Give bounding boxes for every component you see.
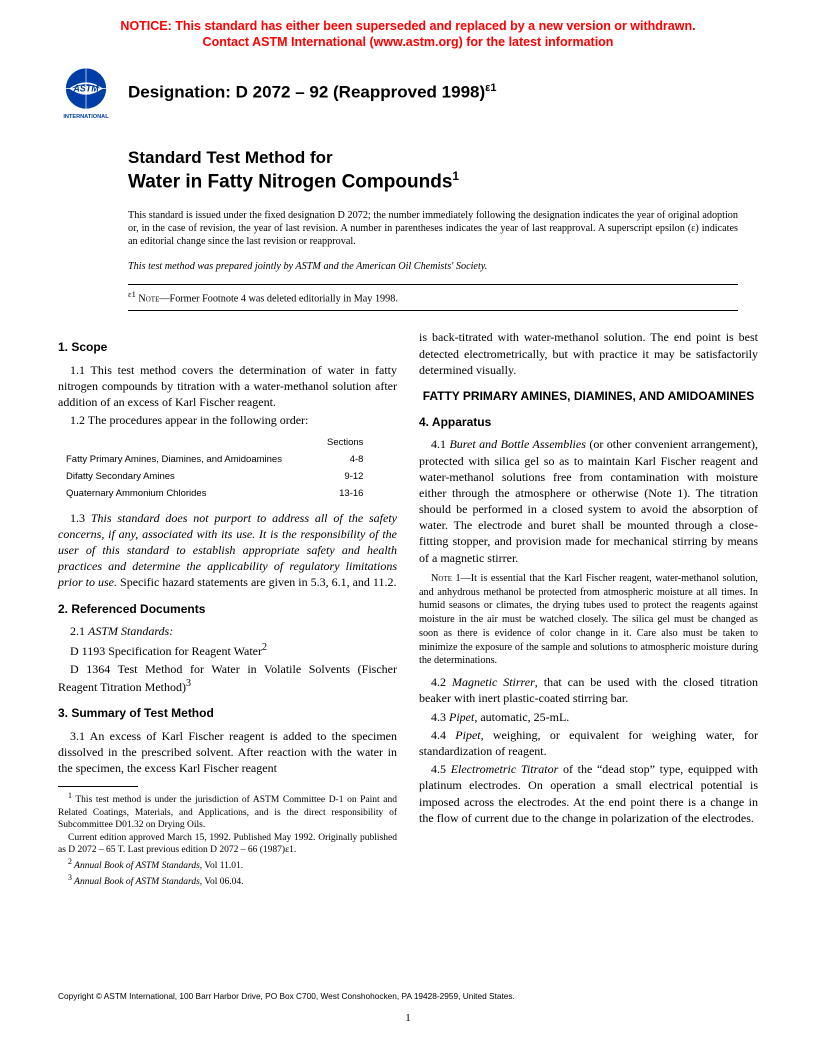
preamble: This standard is issued under the fixed … xyxy=(128,209,738,249)
para-1-1: 1.1 This test method covers the determin… xyxy=(58,362,397,411)
para-2-1: 2.1 ASTM Standards: xyxy=(58,623,397,639)
summary-head: 3. Summary of Test Method xyxy=(58,705,397,721)
para-1-2: 1.2 The procedures appear in the followi… xyxy=(58,412,397,428)
notice-line2: Contact ASTM International (www.astm.org… xyxy=(203,35,614,49)
notice-line1: NOTICE: This standard has either been su… xyxy=(120,19,695,33)
note-1: Note 1—It is essential that the Karl Fis… xyxy=(419,572,758,668)
body-columns: 1. Scope 1.1 This test method covers the… xyxy=(58,329,758,888)
title-line2: Water in Fatty Nitrogen Compounds1 xyxy=(128,168,758,195)
apparatus-head: 4. Apparatus xyxy=(419,414,758,430)
preamble-italic: This test method was prepared jointly by… xyxy=(128,260,738,274)
ref-d1193: D 1193 Specification for Reagent Water2 xyxy=(58,641,397,659)
para-4-5: 4.5 Electrometric Titrator of the “dead … xyxy=(419,761,758,826)
header-row: ASTM INTERNATIONAL Designation: D 2072 –… xyxy=(58,65,758,121)
title-block: Standard Test Method for Water in Fatty … xyxy=(128,147,758,195)
table-row: Difatty Secondary Amines9-12 xyxy=(66,470,387,485)
para-4-4: 4.4 Pipet, weighing, or equivalent for w… xyxy=(419,727,758,759)
page-number: 1 xyxy=(0,1011,816,1026)
proc-sec-head: Sections xyxy=(318,436,388,451)
designation: Designation: D 2072 – 92 (Reapproved 199… xyxy=(128,81,496,105)
svg-text:INTERNATIONAL: INTERNATIONAL xyxy=(63,114,109,120)
para-4-3: 4.3 Pipet, automatic, 25-mL. xyxy=(419,709,758,725)
astm-logo: ASTM INTERNATIONAL xyxy=(58,65,114,121)
footnote-2: 2 Annual Book of ASTM Standards, Vol 11.… xyxy=(58,857,397,872)
para-3-1: 3.1 An excess of Karl Fischer reagent is… xyxy=(58,728,397,777)
ref-d1364: D 1364 Test Method for Water in Volatile… xyxy=(58,661,397,695)
svg-text:ASTM: ASTM xyxy=(72,83,99,93)
notice-banner: NOTICE: This standard has either been su… xyxy=(58,18,758,51)
para-1-3: 1.3 This standard does not purport to ad… xyxy=(58,510,397,591)
scope-head: 1. Scope xyxy=(58,339,397,355)
para-3-1-cont: is back-titrated with water-methanol sol… xyxy=(419,329,758,378)
section-center-head: FATTY PRIMARY AMINES, DIAMINES, AND AMID… xyxy=(419,388,758,404)
footnote-block: 1 This test method is under the jurisdic… xyxy=(58,786,397,889)
title-line1: Standard Test Method for xyxy=(128,147,758,168)
footnote-1b: Current edition approved March 15, 1992.… xyxy=(58,832,397,856)
designation-sup: ε1 xyxy=(485,82,496,94)
footnote-1: 1 This test method is under the jurisdic… xyxy=(58,791,397,831)
table-row: Quaternary Ammonium Chlorides13-16 xyxy=(66,487,387,502)
footnote-3: 3 Annual Book of ASTM Standards, Vol 06.… xyxy=(58,873,397,888)
para-4-2: 4.2 Magnetic Stirrer, that can be used w… xyxy=(419,674,758,706)
table-row: Fatty Primary Amines, Diamines, and Amid… xyxy=(66,453,387,468)
designation-text: Designation: D 2072 – 92 (Reapproved 199… xyxy=(128,82,485,101)
para-4-1: 4.1 Buret and Bottle Assemblies (or othe… xyxy=(419,436,758,566)
refdocs-head: 2. Referenced Documents xyxy=(58,601,397,617)
epsilon-note: ε1 Note—Former Footnote 4 was deleted ed… xyxy=(128,284,738,311)
footnote-rule xyxy=(58,786,138,787)
copyright: Copyright © ASTM International, 100 Barr… xyxy=(58,991,515,1002)
procedures-table: Sections Fatty Primary Amines, Diamines,… xyxy=(64,434,389,503)
